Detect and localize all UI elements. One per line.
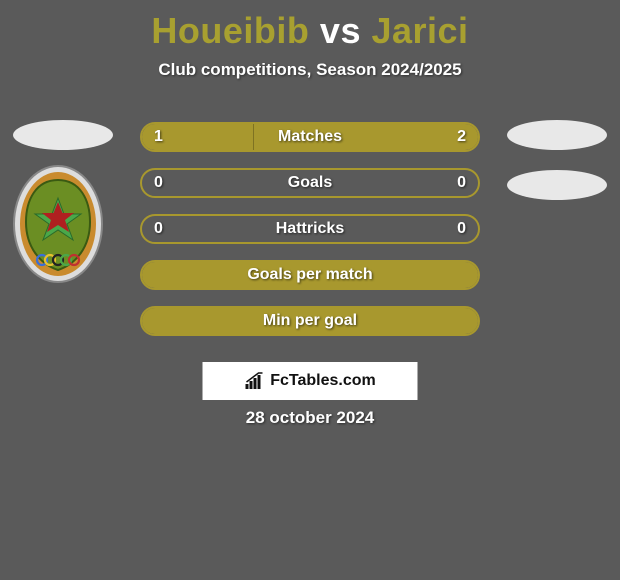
stat-bar-goals: 0 Goals 0 <box>140 168 480 198</box>
club-right-column <box>502 120 612 212</box>
stat-bar-min-per-goal: Min per goal <box>140 306 480 336</box>
subtitle: Club competitions, Season 2024/2025 <box>0 60 620 80</box>
stat-left-value: 0 <box>154 220 163 238</box>
stat-label: Goals <box>288 174 332 192</box>
stat-right-value: 0 <box>457 174 466 192</box>
stat-right-value: 2 <box>457 128 466 146</box>
stat-left-value: 1 <box>154 128 163 146</box>
stat-label: Goals per match <box>247 266 372 284</box>
stat-bars: 1 Matches 2 0 Goals 0 0 Hattricks 0 Goal… <box>140 122 480 352</box>
player2-name-oval <box>507 120 607 150</box>
stat-left-value: 0 <box>154 174 163 192</box>
stat-label: Hattricks <box>276 220 344 238</box>
stat-label: Matches <box>278 128 342 146</box>
date-text: 28 october 2024 <box>0 408 620 428</box>
vs-text: vs <box>320 10 361 51</box>
player2-name: Jarici <box>371 10 468 51</box>
stat-bar-goals-per-match: Goals per match <box>140 260 480 290</box>
stat-label: Min per goal <box>263 312 357 330</box>
club1-crest <box>8 162 108 292</box>
chart-icon <box>244 372 266 390</box>
club-left-column <box>8 120 118 297</box>
player1-name: Houeibib <box>151 10 309 51</box>
player1-name-oval <box>13 120 113 150</box>
player2-club-oval <box>507 170 607 200</box>
stat-bar-hattricks: 0 Hattricks 0 <box>140 214 480 244</box>
stat-bar-matches: 1 Matches 2 <box>140 122 480 152</box>
comparison-title: Houeibib vs Jarici <box>0 0 620 52</box>
source-text: FcTables.com <box>270 372 376 390</box>
source-badge[interactable]: FcTables.com <box>203 362 418 400</box>
stat-right-value: 0 <box>457 220 466 238</box>
